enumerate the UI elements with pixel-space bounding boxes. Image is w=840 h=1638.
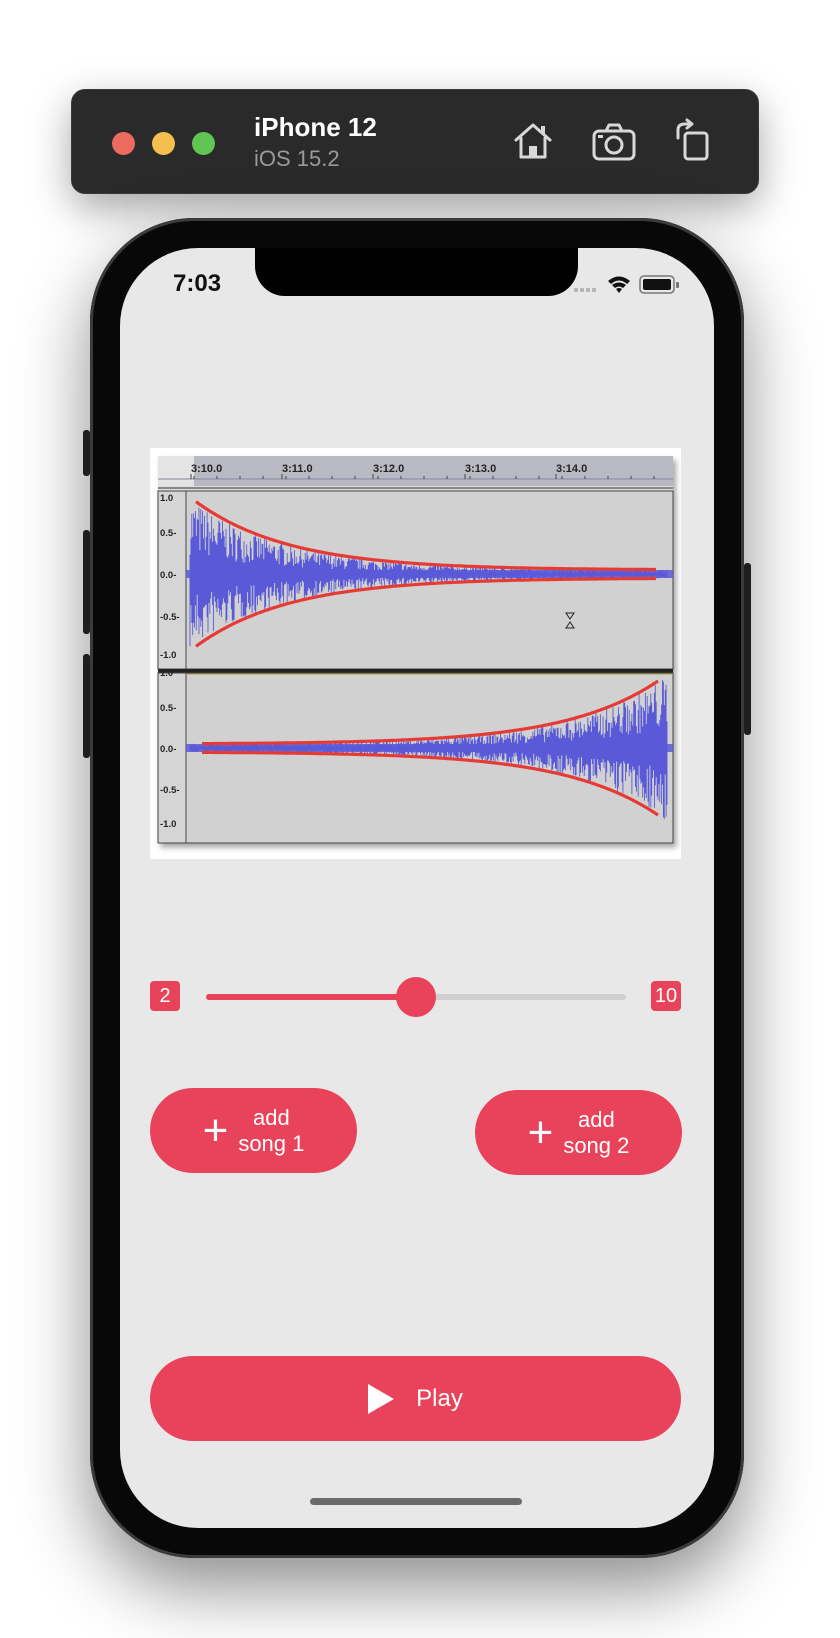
amplitude-label: 0.0- [160,570,176,581]
rotate-icon[interactable] [668,116,718,166]
slider-track-fill [206,994,416,1000]
status-time: 7:03 [173,270,222,297]
slider-min-label: 2 [150,981,180,1011]
slider-thumb[interactable] [396,977,436,1017]
add-song-1-label-line2: song 1 [238,1130,305,1156]
amplitude-label: -1.0 [160,819,176,830]
amplitude-label: 0.0- [160,744,176,755]
slider-max-label: 10 [651,981,681,1011]
minimize-window-button[interactable] [152,132,175,155]
notch [255,248,578,296]
wifi-icon [608,276,630,293]
amplitude-label: 0.5- [160,703,176,714]
mute-switch [83,430,90,476]
add-song-1-label: add song 1 [238,1105,304,1157]
play-icon [368,1383,395,1414]
amplitude-label: 1.0 [160,668,173,679]
status-icons [574,275,679,294]
volume-up-button [83,530,90,634]
waveform-image: 3:10.0 3:11.0 3:12.0 3:13.0 3:14.0 1.0 0.5- 0.… [150,448,681,859]
add-song-1-label-line1: add [252,1104,290,1130]
amplitude-label: 0.5- [160,528,176,539]
add-song-2-label-line2: song 2 [563,1132,630,1158]
ruler-label: 3:12.0 [373,463,404,475]
plus-icon: + [527,1107,554,1157]
add-song-2-label: add song 2 [563,1107,629,1159]
add-song-1-button[interactable]: + add song 1 [150,1088,357,1173]
cellular-icon [574,288,596,292]
device-name: iPhone 12 [254,112,377,142]
amplitude-label: -1.0 [160,650,176,661]
battery-icon [639,275,679,294]
slider-track[interactable] [206,977,626,1017]
plus-icon: + [202,1105,229,1155]
app-screen: 7:03 [120,248,714,1528]
play-button-label: Play [416,1384,463,1412]
play-button[interactable]: Play [150,1356,681,1441]
amplitude-label: -0.5- [160,785,180,796]
simulator-toolbar: iPhone 12 iOS 15.2 [71,89,759,194]
song-count-slider[interactable]: 2 10 [150,977,681,1017]
iphone-device-frame: 7:03 [83,218,751,1558]
add-song-2-label-line1: add [577,1106,615,1132]
amplitude-label: 1.0 [160,493,173,504]
ruler-label: 3:10.0 [191,463,222,475]
add-song-2-button[interactable]: + add song 2 [475,1090,682,1175]
ruler-label: 3:14.0 [556,463,587,475]
close-window-button[interactable] [112,132,135,155]
zoom-window-button[interactable] [192,132,215,155]
amplitude-label: -0.5- [160,612,180,623]
volume-down-button [83,654,90,758]
home-icon[interactable] [508,116,558,166]
screenshot-icon[interactable] [589,116,639,166]
ruler-label: 3:11.0 [282,463,313,475]
power-button [744,563,751,735]
home-indicator [310,1498,522,1505]
ruler-label: 3:13.0 [465,463,496,475]
os-version: iOS 15.2 [254,146,340,171]
